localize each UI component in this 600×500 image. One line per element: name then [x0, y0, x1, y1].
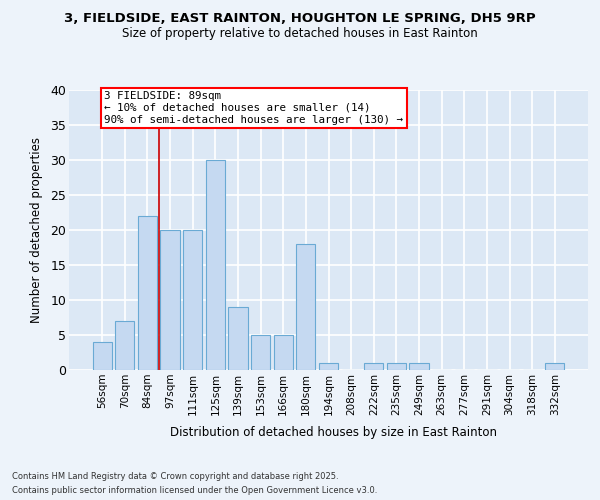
Bar	[364, 363, 383, 370]
Bar	[183, 230, 202, 370]
Text: Contains public sector information licensed under the Open Government Licence v3: Contains public sector information licen…	[12, 486, 377, 495]
Y-axis label: Number of detached properties: Number of detached properties	[31, 137, 43, 323]
Text: Contains HM Land Registry data © Crown copyright and database right 2025.: Contains HM Land Registry data © Crown c…	[12, 472, 338, 481]
Text: Distribution of detached houses by size in East Rainton: Distribution of detached houses by size …	[170, 426, 497, 439]
Bar	[160, 230, 180, 370]
Bar	[409, 363, 428, 370]
Text: 3 FIELDSIDE: 89sqm
← 10% of detached houses are smaller (14)
90% of semi-detache: 3 FIELDSIDE: 89sqm ← 10% of detached hou…	[104, 92, 403, 124]
Bar	[229, 307, 248, 370]
Bar	[387, 363, 406, 370]
Bar	[319, 363, 338, 370]
Bar	[274, 335, 293, 370]
Bar	[545, 363, 565, 370]
Text: Size of property relative to detached houses in East Rainton: Size of property relative to detached ho…	[122, 28, 478, 40]
Bar	[92, 342, 112, 370]
Bar	[251, 335, 270, 370]
Bar	[115, 321, 134, 370]
Bar	[206, 160, 225, 370]
Text: 3, FIELDSIDE, EAST RAINTON, HOUGHTON LE SPRING, DH5 9RP: 3, FIELDSIDE, EAST RAINTON, HOUGHTON LE …	[64, 12, 536, 26]
Bar	[296, 244, 316, 370]
Bar	[138, 216, 157, 370]
